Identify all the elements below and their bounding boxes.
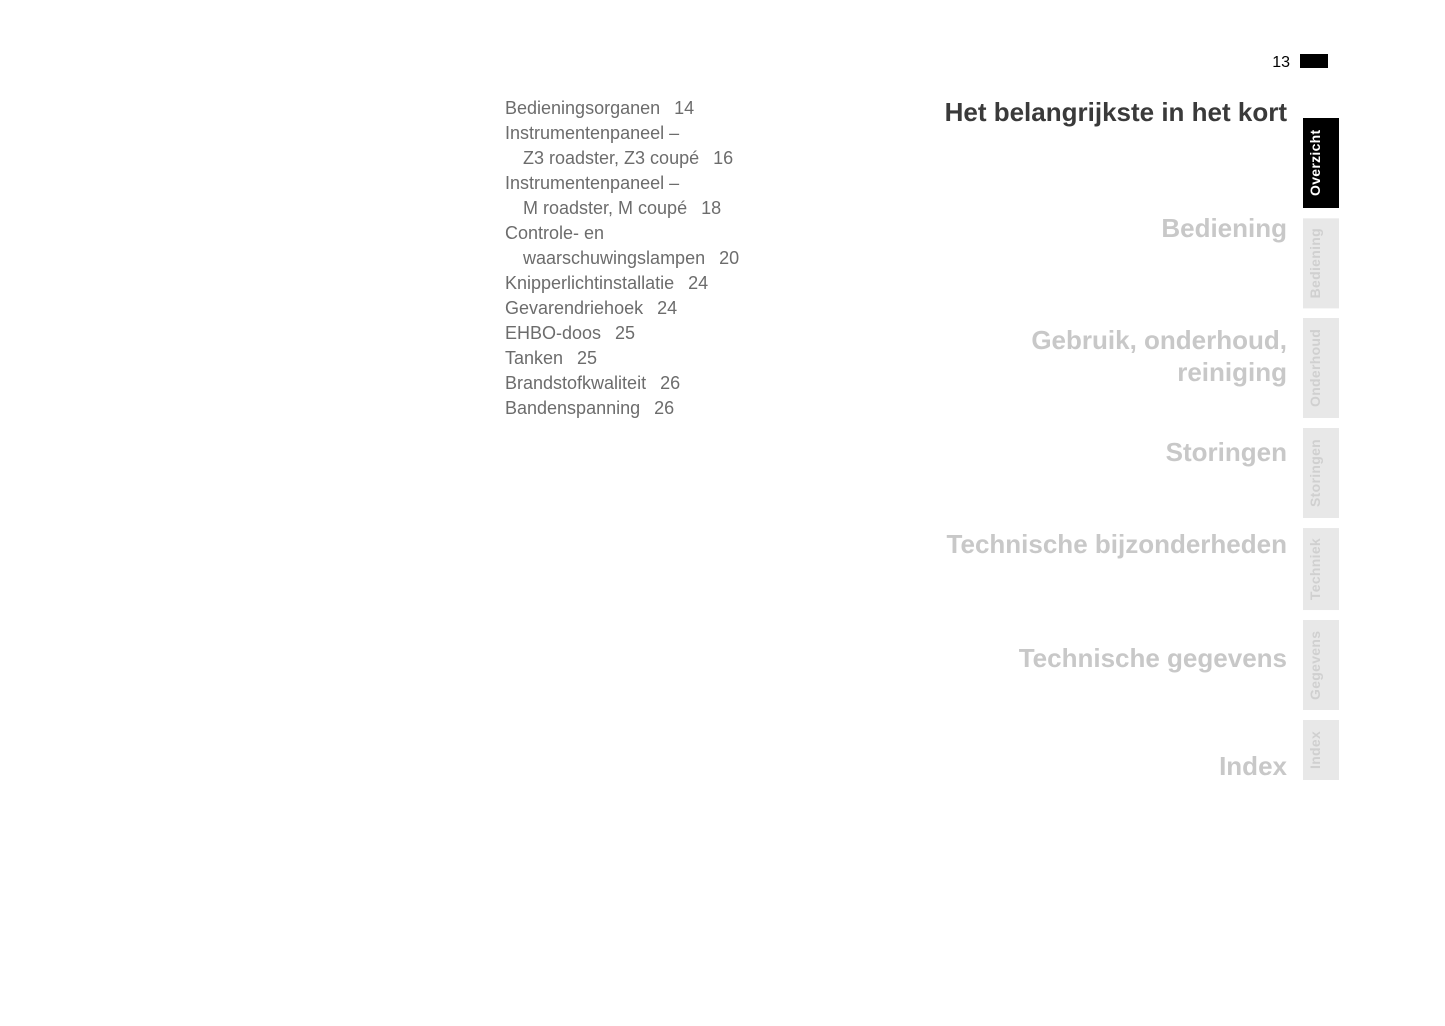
toc-page: 14 (660, 98, 694, 118)
toc-entry: Bedieningsorganen14 (505, 96, 825, 121)
toc-entry: Tanken25 (505, 346, 825, 371)
side-tab[interactable]: Overzicht (1303, 118, 1339, 208)
toc-page: 25 (563, 348, 597, 368)
toc-label: Bandenspanning (505, 398, 640, 418)
toc-entry: M roadster, M coupé18 (505, 196, 825, 221)
section-title: Bediening (867, 212, 1287, 244)
toc-label: Bedieningsorganen (505, 98, 660, 118)
section-title: Gebruik, onderhoud,reiniging (867, 324, 1287, 388)
side-tabs: Overzicht Bediening Onderhoud Storingen Tech… (1303, 118, 1339, 780)
toc-page: 26 (646, 373, 680, 393)
section-title-line: Het belangrijkste in het kort (867, 96, 1287, 128)
toc-label: Controle- en (505, 223, 604, 243)
toc-entry: Gevarendriehoek24 (505, 296, 825, 321)
section-title: Storingen (867, 436, 1287, 468)
side-tab[interactable]: Bediening (1303, 218, 1339, 308)
section-title: Het belangrijkste in het kort (867, 96, 1287, 128)
section-title: Index (867, 750, 1287, 782)
toc-label: Brandstofkwaliteit (505, 373, 646, 393)
section-title-line: Technische bijzonderheden (867, 528, 1287, 560)
page-marker-icon (1300, 54, 1328, 68)
toc-entry: Instrumentenpaneel – (505, 171, 825, 196)
toc-label: Instrumentenpaneel – (505, 173, 679, 193)
toc-entry: Knipperlichtinstallatie24 (505, 271, 825, 296)
toc-label: Gevarendriehoek (505, 298, 643, 318)
toc-page: 24 (643, 298, 677, 318)
toc-label: Knipperlichtinstallatie (505, 273, 674, 293)
toc-page: 18 (687, 198, 721, 218)
section-title: Technische gegevens (867, 642, 1287, 674)
section-title-line: Storingen (867, 436, 1287, 468)
section-title-line: Index (867, 750, 1287, 782)
toc-column: Bedieningsorganen14Instrumentenpaneel –Z… (505, 96, 825, 421)
section-title-line: Bediening (867, 212, 1287, 244)
toc-entry: Controle- en (505, 221, 825, 246)
toc-label: M roadster, M coupé (523, 198, 687, 218)
side-tab[interactable]: Storingen (1303, 428, 1339, 518)
section-title-line: reiniging (867, 356, 1287, 388)
toc-entry: waarschuwingslampen20 (505, 246, 825, 271)
toc-entry: Instrumentenpaneel – (505, 121, 825, 146)
toc-entry: Z3 roadster, Z3 coupé16 (505, 146, 825, 171)
side-tab[interactable]: Onderhoud (1303, 318, 1339, 418)
section-title-line: Technische gegevens (867, 642, 1287, 674)
toc-label: Z3 roadster, Z3 coupé (523, 148, 699, 168)
toc-label: waarschuwingslampen (523, 248, 705, 268)
section-title: Technische bijzonderheden (867, 528, 1287, 560)
toc-page: 24 (674, 273, 708, 293)
toc-page: 16 (699, 148, 733, 168)
toc-page: 26 (640, 398, 674, 418)
toc-label: Instrumentenpaneel – (505, 123, 679, 143)
toc-entry: Brandstofkwaliteit26 (505, 371, 825, 396)
toc-entry: EHBO-doos25 (505, 321, 825, 346)
toc-label: EHBO-doos (505, 323, 601, 343)
toc-page: 20 (705, 248, 739, 268)
side-tab[interactable]: Techniek (1303, 528, 1339, 610)
toc-entry: Bandenspanning26 (505, 396, 825, 421)
side-tab[interactable]: Index (1303, 720, 1339, 780)
page-number: 13 (1272, 54, 1290, 72)
section-title-line: Gebruik, onderhoud, (867, 324, 1287, 356)
toc-page: 25 (601, 323, 635, 343)
side-tab[interactable]: Gegevens (1303, 620, 1339, 710)
toc-label: Tanken (505, 348, 563, 368)
